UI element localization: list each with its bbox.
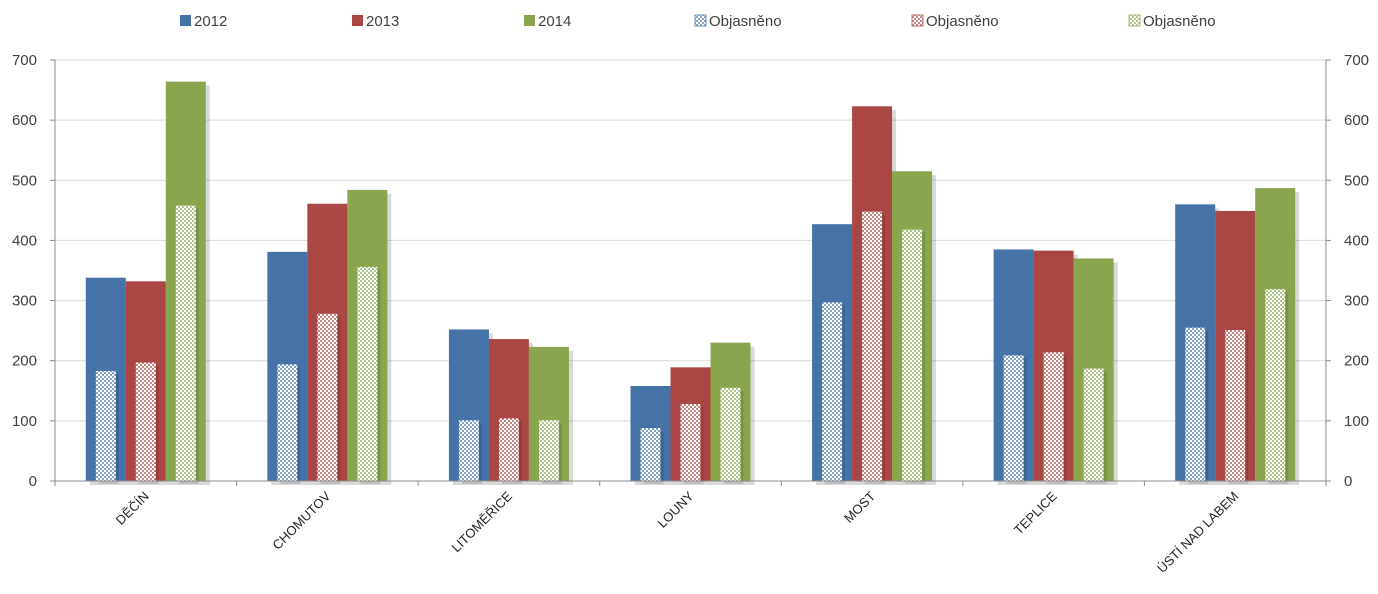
- legend-swatch: [694, 14, 707, 27]
- y-tick-label-right: 500: [1344, 172, 1369, 189]
- x-tick-label: TEPLICE: [1011, 488, 1060, 537]
- y-tick-label-left: 500: [12, 172, 37, 189]
- legend: 2012 2013 2014 Objasněno Objasněno Objasněno: [180, 13, 1216, 30]
- y-tick-label-right: 400: [1344, 232, 1369, 249]
- axes: DĚČÍN CHOMUTOV LITOMĚŘICE LOUNY MOST TEPLICE Ú…: [12, 52, 1369, 576]
- legend-swatch: [180, 15, 191, 26]
- legend-swatch: [524, 15, 535, 26]
- overlay-bar-objasneno-1-1: [317, 313, 338, 481]
- legend-item: 2013: [352, 13, 399, 30]
- legend-swatch: [352, 15, 363, 26]
- gridlines: [55, 59, 1326, 422]
- bars: [85, 81, 1300, 486]
- y-tick-label-left: 700: [12, 52, 37, 69]
- overlay-bar-objasneno-1-0: [135, 362, 156, 481]
- overlay-bar-objasneno-0-0: [95, 370, 116, 481]
- legend-item: Objasněno: [694, 13, 782, 30]
- legend-label: Objasněno: [709, 13, 782, 30]
- y-tick-label-right: 300: [1344, 293, 1369, 310]
- overlay-bar-objasneno-2-6: [1265, 289, 1286, 481]
- overlay-bar-objasneno-0-3: [640, 428, 661, 481]
- overlay-bar-objasneno-1-4: [862, 211, 883, 481]
- overlay-bar-objasneno-2-1: [357, 266, 378, 481]
- legend-item: 2014: [524, 13, 571, 30]
- x-tick-label: ÚSTÍ NAD LABEM: [1154, 489, 1241, 576]
- legend-item: Objasněno: [1128, 13, 1216, 30]
- y-tick-label-right: 700: [1344, 52, 1369, 69]
- y-tick-label-right: 200: [1344, 353, 1369, 370]
- y-tick-label-left: 200: [12, 353, 37, 370]
- overlay-bar-objasneno-0-5: [1003, 355, 1024, 481]
- overlay-bar-objasneno-1-5: [1043, 352, 1064, 481]
- overlay-bar-objasneno-0-2: [458, 420, 479, 481]
- overlay-bar-objasneno-1-2: [498, 418, 519, 481]
- overlay-bar-objasneno-2-5: [1083, 368, 1104, 481]
- legend-label: Objasněno: [1143, 13, 1216, 30]
- legend-item: Objasněno: [911, 13, 999, 30]
- legend-label: Objasněno: [926, 13, 999, 30]
- overlay-bar-objasneno-2-3: [720, 387, 741, 481]
- overlay-bar-objasneno-2-0: [175, 205, 196, 481]
- y-tick-label-right: 0: [1344, 473, 1352, 490]
- y-tick-label-right: 600: [1344, 112, 1369, 129]
- x-tick-label: CHOMUTOV: [269, 488, 333, 552]
- y-tick-label-left: 0: [29, 473, 37, 490]
- legend-label: 2012: [194, 13, 227, 30]
- overlay-bar-objasneno-0-1: [277, 364, 298, 481]
- overlay-bar-objasneno-2-2: [538, 420, 559, 481]
- y-tick-label-left: 300: [12, 293, 37, 310]
- x-tick-label: DĚČÍN: [113, 489, 152, 528]
- legend-item: 2012: [180, 13, 227, 30]
- overlay-bar-objasneno-2-4: [902, 229, 923, 481]
- y-tick-label-right: 100: [1344, 413, 1369, 430]
- x-tick-label: LITOMĚŘICE: [448, 488, 515, 555]
- y-tick-label-left: 100: [12, 413, 37, 430]
- y-tick-label-left: 400: [12, 232, 37, 249]
- legend-label: 2013: [366, 13, 399, 30]
- overlay-bar-objasneno-1-6: [1225, 330, 1246, 481]
- overlay-bar-objasneno-0-4: [822, 302, 843, 481]
- x-tick-label: LOUNY: [654, 488, 697, 531]
- overlay-bar-objasneno-0-6: [1185, 327, 1206, 481]
- y-tick-label-left: 600: [12, 112, 37, 129]
- legend-label: 2014: [538, 13, 571, 30]
- x-tick-label: MOST: [841, 488, 878, 525]
- overlay-bar-objasneno-1-3: [680, 404, 701, 481]
- legend-swatch: [1128, 14, 1141, 27]
- legend-swatch: [911, 14, 924, 27]
